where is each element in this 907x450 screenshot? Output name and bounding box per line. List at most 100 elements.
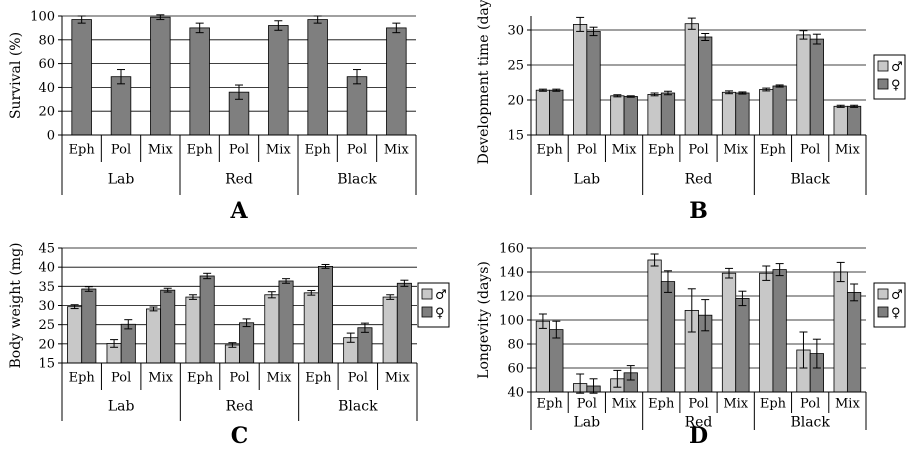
legend-swatch xyxy=(877,78,889,90)
bar xyxy=(346,76,368,136)
y-tick-label: 60 xyxy=(38,57,55,72)
bar xyxy=(150,16,171,136)
x-tick-label: Eph xyxy=(537,143,564,158)
x-tick-label: Eph xyxy=(69,143,96,158)
x-tick-label: Eph xyxy=(187,143,214,158)
bar xyxy=(796,34,811,136)
x-tick-label: Mix xyxy=(384,143,409,158)
y-tick-label: 20 xyxy=(38,105,55,120)
group-label: Black xyxy=(338,399,378,415)
legend-entry: ♂ xyxy=(891,288,903,303)
x-tick-label: Pol xyxy=(347,143,367,158)
bar xyxy=(357,327,373,364)
x-tick-label: Mix xyxy=(148,143,173,158)
bar xyxy=(660,281,676,393)
x-tick-label: Pol xyxy=(111,371,131,386)
y-tick-label: 20 xyxy=(507,94,524,109)
x-tick-label: Eph xyxy=(69,371,96,386)
bar xyxy=(772,85,787,136)
group-label: Lab xyxy=(574,172,601,188)
y-tick-label: 30 xyxy=(38,299,55,314)
panel-label: D xyxy=(689,423,708,449)
bar xyxy=(586,30,601,136)
bar xyxy=(189,27,210,136)
group-label: Red xyxy=(226,399,254,415)
x-tick-label: Pol xyxy=(577,143,597,158)
bar xyxy=(317,265,333,364)
y-axis-label: Longevity (days) xyxy=(476,261,492,379)
y-axis-label: Development time (days) xyxy=(476,0,492,164)
bar xyxy=(623,96,638,136)
group-label: Lab xyxy=(574,415,601,431)
y-tick-label: 30 xyxy=(507,24,524,39)
panel-label: C xyxy=(231,423,249,449)
x-tick-label: Eph xyxy=(305,143,332,158)
group-label: Lab xyxy=(108,172,135,188)
y-tick-label: 60 xyxy=(507,362,524,377)
x-tick-label: Mix xyxy=(267,371,292,386)
y-tick-label: 80 xyxy=(507,338,524,353)
legend-swatch xyxy=(877,306,889,318)
bar xyxy=(303,292,319,364)
x-tick-label: Mix xyxy=(835,143,860,158)
bar xyxy=(833,105,848,136)
bar xyxy=(759,272,774,393)
bar xyxy=(71,19,92,136)
y-tick-label: 20 xyxy=(38,337,55,352)
legend-swatch xyxy=(877,60,889,72)
x-tick-label: Mix xyxy=(266,143,291,158)
y-tick-label: 140 xyxy=(499,266,524,281)
bar xyxy=(772,269,787,393)
legend-swatch xyxy=(421,288,433,300)
panel-label: A xyxy=(229,198,248,224)
chart-panel-b: 15 20 25 30 Development time (days) Eph Pol Mix… xyxy=(476,0,906,224)
bar xyxy=(396,282,412,364)
bar xyxy=(185,296,201,364)
bar xyxy=(146,308,162,364)
y-tick-label: 100 xyxy=(499,314,524,329)
y-tick-label: 40 xyxy=(38,81,55,96)
group-label: Red xyxy=(685,172,713,188)
bar xyxy=(647,94,662,136)
bar xyxy=(684,23,699,136)
bar xyxy=(535,320,551,393)
y-tick-label: 100 xyxy=(30,10,55,25)
y-tick-label: 0 xyxy=(47,129,55,144)
x-tick-label: Mix xyxy=(835,397,860,412)
x-tick-label: Mix xyxy=(723,397,748,412)
x-tick-label: Pol xyxy=(229,143,249,158)
bar xyxy=(809,38,824,136)
legend-swatch xyxy=(421,306,433,318)
bar xyxy=(549,329,564,393)
y-tick-label: 35 xyxy=(38,280,55,295)
bar xyxy=(721,272,737,393)
bar xyxy=(610,95,625,136)
chart-panel-c: 15 20 25 30 35 40 45 Body weight (mg) Eph Pol Mix E… xyxy=(8,242,450,449)
x-tick-label: Mix xyxy=(612,143,637,158)
x-tick-label: Mix xyxy=(385,371,410,386)
x-tick-label: Eph xyxy=(187,371,214,386)
bar xyxy=(382,296,398,364)
y-tick-label: 25 xyxy=(507,59,524,74)
bar xyxy=(386,27,407,136)
y-axis-label: Body weight (mg) xyxy=(8,243,24,369)
legend-entry: ♂ xyxy=(891,60,903,75)
bar xyxy=(160,289,176,364)
x-tick-label: Pol xyxy=(688,397,708,412)
bar xyxy=(110,76,132,136)
legend-entry: ♂ xyxy=(435,288,447,303)
x-tick-label: Eph xyxy=(760,143,787,158)
bar xyxy=(721,91,737,136)
x-tick-label: Eph xyxy=(648,397,675,412)
x-tick-label: Pol xyxy=(348,371,368,386)
y-axis-label: Survival (%) xyxy=(8,32,24,119)
bar xyxy=(81,288,97,364)
bar xyxy=(647,259,662,393)
y-tick-label: 15 xyxy=(507,129,524,144)
x-tick-label: Pol xyxy=(688,143,708,158)
bar xyxy=(535,89,551,136)
bar xyxy=(549,89,564,136)
y-tick-label: 25 xyxy=(38,318,55,333)
bar xyxy=(735,92,750,136)
x-tick-label: Pol xyxy=(111,143,131,158)
